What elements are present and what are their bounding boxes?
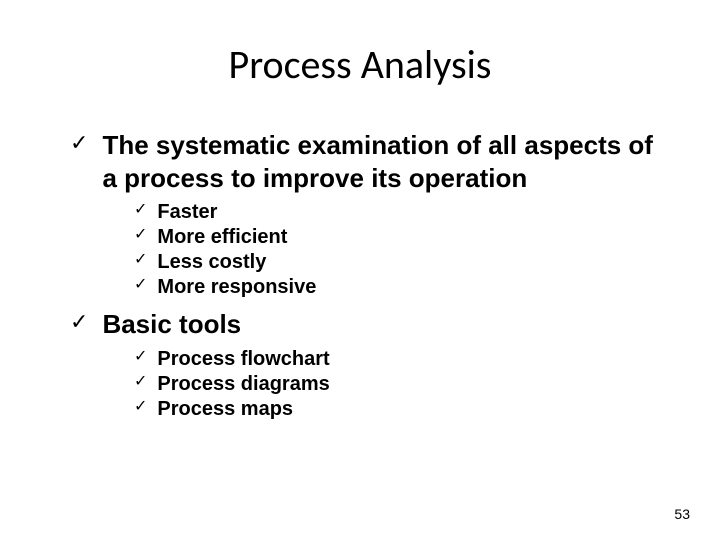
checkmark-icon: ✓ — [70, 308, 88, 337]
checkmark-icon: ✓ — [134, 275, 147, 296]
slide-title: Process Analysis — [50, 40, 670, 89]
bullet-text: Faster — [157, 200, 217, 225]
bullet-l1: ✓ Basic tools — [70, 308, 670, 341]
checkmark-icon: ✓ — [134, 250, 147, 271]
checkmark-icon: ✓ — [134, 397, 147, 418]
bullet-l1: ✓ The systematic examination of all aspe… — [70, 129, 670, 194]
page-number: 53 — [674, 506, 690, 522]
bullet-l2: ✓ Faster — [134, 200, 670, 225]
checkmark-icon: ✓ — [70, 129, 88, 158]
bullet-text: Basic tools — [102, 308, 241, 341]
bullet-l2: ✓ Less costly — [134, 250, 670, 275]
slide-container: Process Analysis ✓ The systematic examin… — [0, 0, 720, 540]
sub-list: ✓ Process flowchart ✓ Process diagrams ✓… — [70, 347, 670, 422]
bullet-l2: ✓ Process maps — [134, 397, 670, 422]
bullet-text: Less costly — [157, 250, 266, 275]
checkmark-icon: ✓ — [134, 347, 147, 368]
sub-list: ✓ Faster ✓ More efficient ✓ Less costly … — [70, 200, 670, 300]
bullet-l2: ✓ Process flowchart — [134, 347, 670, 372]
checkmark-icon: ✓ — [134, 225, 147, 246]
bullet-l2: ✓ More efficient — [134, 225, 670, 250]
bullet-text: More responsive — [157, 275, 316, 300]
bullet-list: ✓ The systematic examination of all aspe… — [50, 129, 670, 422]
checkmark-icon: ✓ — [134, 200, 147, 221]
bullet-text: More efficient — [157, 225, 287, 250]
bullet-l2: ✓ Process diagrams — [134, 372, 670, 397]
bullet-l2: ✓ More responsive — [134, 275, 670, 300]
bullet-text: Process flowchart — [157, 347, 329, 372]
bullet-text: Process maps — [157, 397, 293, 422]
bullet-text: Process diagrams — [157, 372, 329, 397]
bullet-text: The systematic examination of all aspect… — [102, 129, 670, 194]
checkmark-icon: ✓ — [134, 372, 147, 393]
